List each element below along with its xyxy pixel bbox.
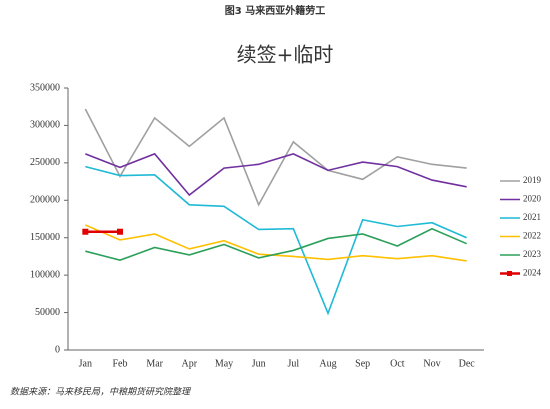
- x-tick-label: Dec: [459, 358, 476, 369]
- source: 数据来源：马来移民局，中粮期货研究院整理: [10, 387, 192, 398]
- header: 图3 马来西亚外籍劳工: [225, 4, 325, 17]
- legend-label: 2024: [523, 268, 542, 278]
- y-tick-label: 100000: [30, 269, 60, 280]
- x-tick-label: Feb: [113, 358, 128, 369]
- series-line: [85, 224, 467, 262]
- y-tick-label: 350000: [30, 82, 60, 93]
- legend-label: 2021: [523, 212, 541, 222]
- legend-label: 2023: [523, 249, 542, 259]
- legend-label: 2022: [523, 231, 541, 241]
- x-tick-label: Jun: [252, 358, 266, 369]
- x-tick-label: May: [215, 358, 233, 369]
- y-tick-label: 150000: [30, 232, 60, 243]
- legend-label: 2019: [523, 175, 542, 185]
- x-tick-label: Nov: [423, 358, 440, 369]
- y-tick-label: 200000: [30, 195, 60, 206]
- series-line: [84, 108, 467, 207]
- y-tick-label: 0: [55, 344, 60, 355]
- legend-marker: [507, 271, 512, 276]
- chart-title: 续签+临时: [237, 43, 334, 67]
- y-tick-label: 300000: [30, 120, 60, 131]
- legend-label: 2020: [523, 194, 542, 204]
- y-tick-label: 50000: [35, 307, 60, 318]
- x-tick-label: Sep: [355, 358, 370, 369]
- x-tick-label: Jul: [287, 358, 299, 369]
- x-tick-label: Jan: [79, 358, 92, 369]
- series-line: [85, 165, 467, 316]
- x-tick-label: Aug: [319, 358, 336, 369]
- series-line: [85, 152, 467, 197]
- x-tick-label: Mar: [146, 358, 163, 369]
- x-tick-label: Apr: [182, 358, 198, 369]
- x-tick-label: Oct: [390, 358, 405, 369]
- point-marker: [82, 228, 89, 235]
- series-line: [85, 227, 467, 262]
- y-tick-label: 250000: [30, 157, 60, 168]
- point-marker: [117, 228, 123, 235]
